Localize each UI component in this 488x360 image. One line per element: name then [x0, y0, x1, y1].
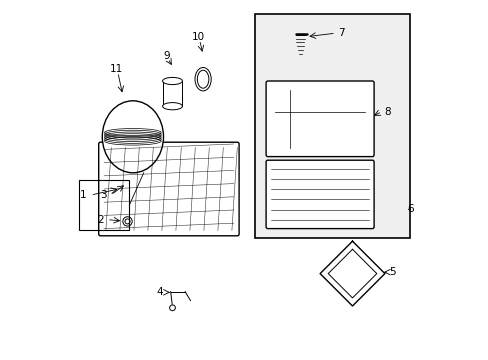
- Text: 7: 7: [338, 28, 345, 38]
- Bar: [255, 14, 409, 238]
- Text: 8: 8: [384, 107, 390, 117]
- Text: 10: 10: [191, 32, 204, 42]
- FancyBboxPatch shape: [99, 142, 239, 236]
- Text: 9: 9: [163, 51, 169, 61]
- Text: 1: 1: [80, 190, 86, 200]
- Text: 5: 5: [388, 267, 395, 277]
- Text: 2: 2: [97, 215, 103, 225]
- Text: 4: 4: [156, 287, 163, 297]
- Ellipse shape: [163, 77, 182, 85]
- Bar: [79, 180, 129, 230]
- Ellipse shape: [163, 103, 182, 110]
- Ellipse shape: [195, 68, 211, 91]
- Bar: [163, 81, 182, 106]
- FancyBboxPatch shape: [265, 81, 373, 157]
- Text: 6: 6: [407, 204, 413, 214]
- Text: 11: 11: [109, 64, 122, 74]
- FancyBboxPatch shape: [265, 160, 373, 229]
- Text: 3: 3: [100, 190, 106, 200]
- Ellipse shape: [102, 101, 163, 173]
